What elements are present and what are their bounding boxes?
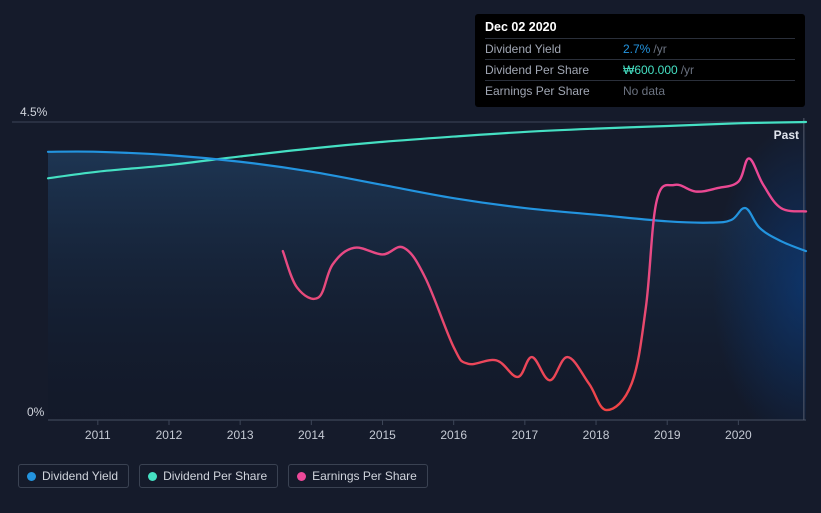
legend-label: Earnings Per Share (312, 469, 417, 483)
tooltip-date: Dec 02 2020 (485, 20, 795, 38)
legend-item-dividend-per-share[interactable]: Dividend Per Share (139, 464, 278, 488)
legend-label: Dividend Yield (42, 469, 118, 483)
legend-item-eps[interactable]: Earnings Per Share (288, 464, 428, 488)
tooltip-label: Dividend Per Share (485, 62, 623, 78)
x-axis-tick: 2015 (369, 428, 396, 442)
tooltip-value: ₩600.000/yr (623, 62, 694, 78)
y-axis-max-label: 4.5% (20, 105, 47, 119)
legend-swatch-icon (148, 472, 157, 481)
tooltip-label: Dividend Yield (485, 41, 623, 57)
tooltip-row-dividend-yield: Dividend Yield 2.7%/yr (485, 38, 795, 59)
x-axis-tick: 2012 (156, 428, 183, 442)
dividend-chart: 4.5% 0% 2011 2012 2013 2014 2015 2016 2017 2018… (0, 0, 821, 508)
chart-legend: Dividend Yield Dividend Per Share Earnin… (18, 464, 428, 488)
legend-swatch-icon (27, 472, 36, 481)
chart-tooltip: Dec 02 2020 Dividend Yield 2.7%/yr Divid… (475, 14, 805, 107)
legend-swatch-icon (297, 472, 306, 481)
x-axis-tick: 2014 (298, 428, 325, 442)
tooltip-value: 2.7%/yr (623, 41, 667, 57)
tooltip-label: Earnings Per Share (485, 83, 623, 99)
x-axis-tick: 2018 (583, 428, 610, 442)
x-axis-tick: 2011 (85, 428, 111, 442)
x-axis-tick: 2020 (725, 428, 752, 442)
x-axis-tick: 2017 (512, 428, 539, 442)
legend-item-dividend-yield[interactable]: Dividend Yield (18, 464, 129, 488)
x-axis-tick: 2016 (440, 428, 467, 442)
x-axis-tick: 2013 (227, 428, 254, 442)
tooltip-row-dividend-per-share: Dividend Per Share ₩600.000/yr (485, 59, 795, 80)
tooltip-value: No data (623, 83, 668, 99)
x-axis-tick: 2019 (654, 428, 681, 442)
legend-label: Dividend Per Share (163, 469, 267, 483)
y-axis-min-label: 0% (27, 405, 44, 419)
past-label: Past (774, 128, 799, 142)
tooltip-row-eps: Earnings Per Share No data (485, 80, 795, 101)
